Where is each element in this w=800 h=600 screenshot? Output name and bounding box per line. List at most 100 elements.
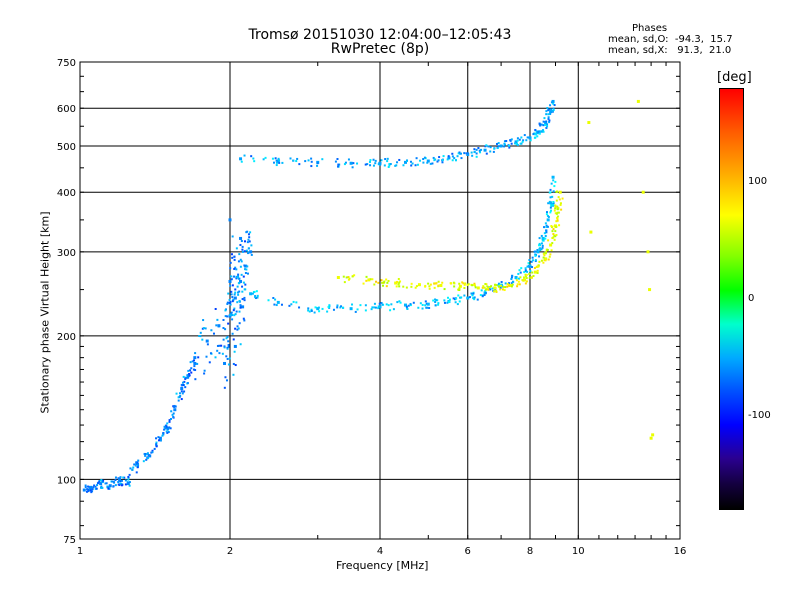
trace-sample bbox=[136, 461, 139, 464]
trace-sample bbox=[163, 428, 166, 431]
trace-sample bbox=[460, 296, 463, 299]
trace-sample bbox=[155, 441, 158, 444]
trace-sample bbox=[128, 484, 131, 487]
trace-sample bbox=[134, 464, 137, 467]
trace-sample bbox=[552, 203, 555, 206]
trace-sample bbox=[369, 164, 372, 167]
trace-sample bbox=[397, 277, 400, 280]
trace-sample bbox=[507, 284, 510, 287]
trace-sample bbox=[273, 161, 276, 164]
trace-sample bbox=[127, 475, 130, 478]
trace-sample bbox=[280, 303, 283, 306]
trace-sample bbox=[516, 144, 519, 147]
trace-sample bbox=[552, 228, 555, 231]
trace-sample bbox=[385, 278, 388, 281]
trace-sample bbox=[227, 292, 230, 295]
trace-sample bbox=[520, 136, 523, 139]
trace-sample bbox=[185, 376, 188, 379]
trace-sample bbox=[336, 306, 339, 309]
trace-sample bbox=[416, 163, 419, 166]
trace-sample bbox=[189, 369, 192, 372]
trace-sample bbox=[217, 325, 220, 328]
trace-sample bbox=[173, 405, 176, 408]
trace-sample bbox=[395, 285, 398, 288]
trace-sample bbox=[172, 412, 175, 415]
trace-sample bbox=[460, 152, 463, 155]
trace-sample bbox=[114, 476, 117, 479]
trace-sample bbox=[247, 233, 250, 236]
trace-sample bbox=[370, 308, 373, 311]
trace-sample bbox=[233, 275, 236, 278]
trace-sample bbox=[405, 286, 408, 289]
trace-sample bbox=[377, 307, 380, 310]
trace-sample bbox=[499, 287, 502, 290]
trace-sample bbox=[503, 289, 506, 292]
trace-sample bbox=[387, 279, 390, 282]
trace-sample bbox=[278, 161, 281, 164]
trace-sample bbox=[556, 205, 559, 208]
trace-sample bbox=[546, 107, 549, 110]
trace-sample bbox=[239, 304, 242, 307]
trace-sample bbox=[426, 161, 429, 164]
trace-sample bbox=[456, 155, 459, 158]
trace-sample bbox=[310, 308, 313, 311]
trace-sample bbox=[428, 287, 431, 290]
trace-sample bbox=[559, 203, 562, 206]
trace-sample bbox=[434, 298, 437, 301]
trace-sample bbox=[434, 282, 437, 285]
trace-sample bbox=[536, 271, 539, 274]
x-tick-label: 2 bbox=[227, 546, 233, 557]
trace-sample bbox=[539, 247, 542, 250]
trace-sample bbox=[428, 306, 431, 309]
trace-sample bbox=[289, 157, 292, 160]
trace-sample bbox=[371, 306, 374, 309]
trace-sample bbox=[167, 431, 170, 434]
trace-sample bbox=[522, 279, 525, 282]
trace-sample bbox=[542, 252, 545, 255]
trace-sample bbox=[226, 315, 229, 318]
trace-sample bbox=[243, 319, 246, 322]
trace-sample bbox=[241, 250, 244, 253]
trace-sample bbox=[150, 451, 153, 454]
trace-sample bbox=[241, 285, 244, 288]
trace-sample bbox=[546, 225, 549, 228]
trace-sample bbox=[496, 146, 499, 149]
trace-sample bbox=[516, 285, 519, 288]
data-point bbox=[426, 302, 430, 306]
trace-sample bbox=[112, 485, 115, 488]
trace-sample bbox=[155, 445, 158, 448]
trace-sample bbox=[497, 282, 500, 285]
trace-sample bbox=[473, 282, 476, 285]
trace-sample bbox=[556, 218, 559, 221]
trace-sample bbox=[560, 208, 563, 211]
trace-sample bbox=[229, 275, 232, 278]
trace-sample bbox=[384, 158, 387, 161]
trace-sample bbox=[157, 439, 160, 442]
trace-sample bbox=[327, 305, 330, 308]
trace-sample bbox=[424, 304, 427, 307]
trace-sample bbox=[427, 282, 430, 285]
y-tick-label: 400 bbox=[57, 188, 76, 199]
data-point bbox=[426, 159, 430, 163]
trace-sample bbox=[518, 283, 521, 286]
trace-sample bbox=[556, 219, 559, 222]
trace-sample bbox=[377, 281, 380, 284]
trace-sample bbox=[546, 248, 549, 251]
trace-sample bbox=[208, 361, 211, 364]
trace-sample bbox=[234, 327, 237, 330]
trace-sample bbox=[459, 296, 462, 299]
trace-sample bbox=[517, 280, 520, 283]
data-point bbox=[549, 201, 553, 205]
trace-sample bbox=[226, 301, 229, 304]
y-tick-label: 75 bbox=[63, 535, 76, 546]
trace-sample bbox=[518, 277, 521, 280]
trace-sample bbox=[199, 335, 202, 338]
trace-sample bbox=[465, 152, 468, 155]
trace-sample bbox=[554, 207, 557, 210]
trace-sample bbox=[343, 281, 346, 284]
trace-sample bbox=[547, 239, 550, 242]
trace-sample bbox=[447, 155, 450, 158]
trace-sample bbox=[552, 202, 555, 205]
y-tick-label: 500 bbox=[57, 142, 76, 153]
data-point bbox=[514, 140, 518, 144]
